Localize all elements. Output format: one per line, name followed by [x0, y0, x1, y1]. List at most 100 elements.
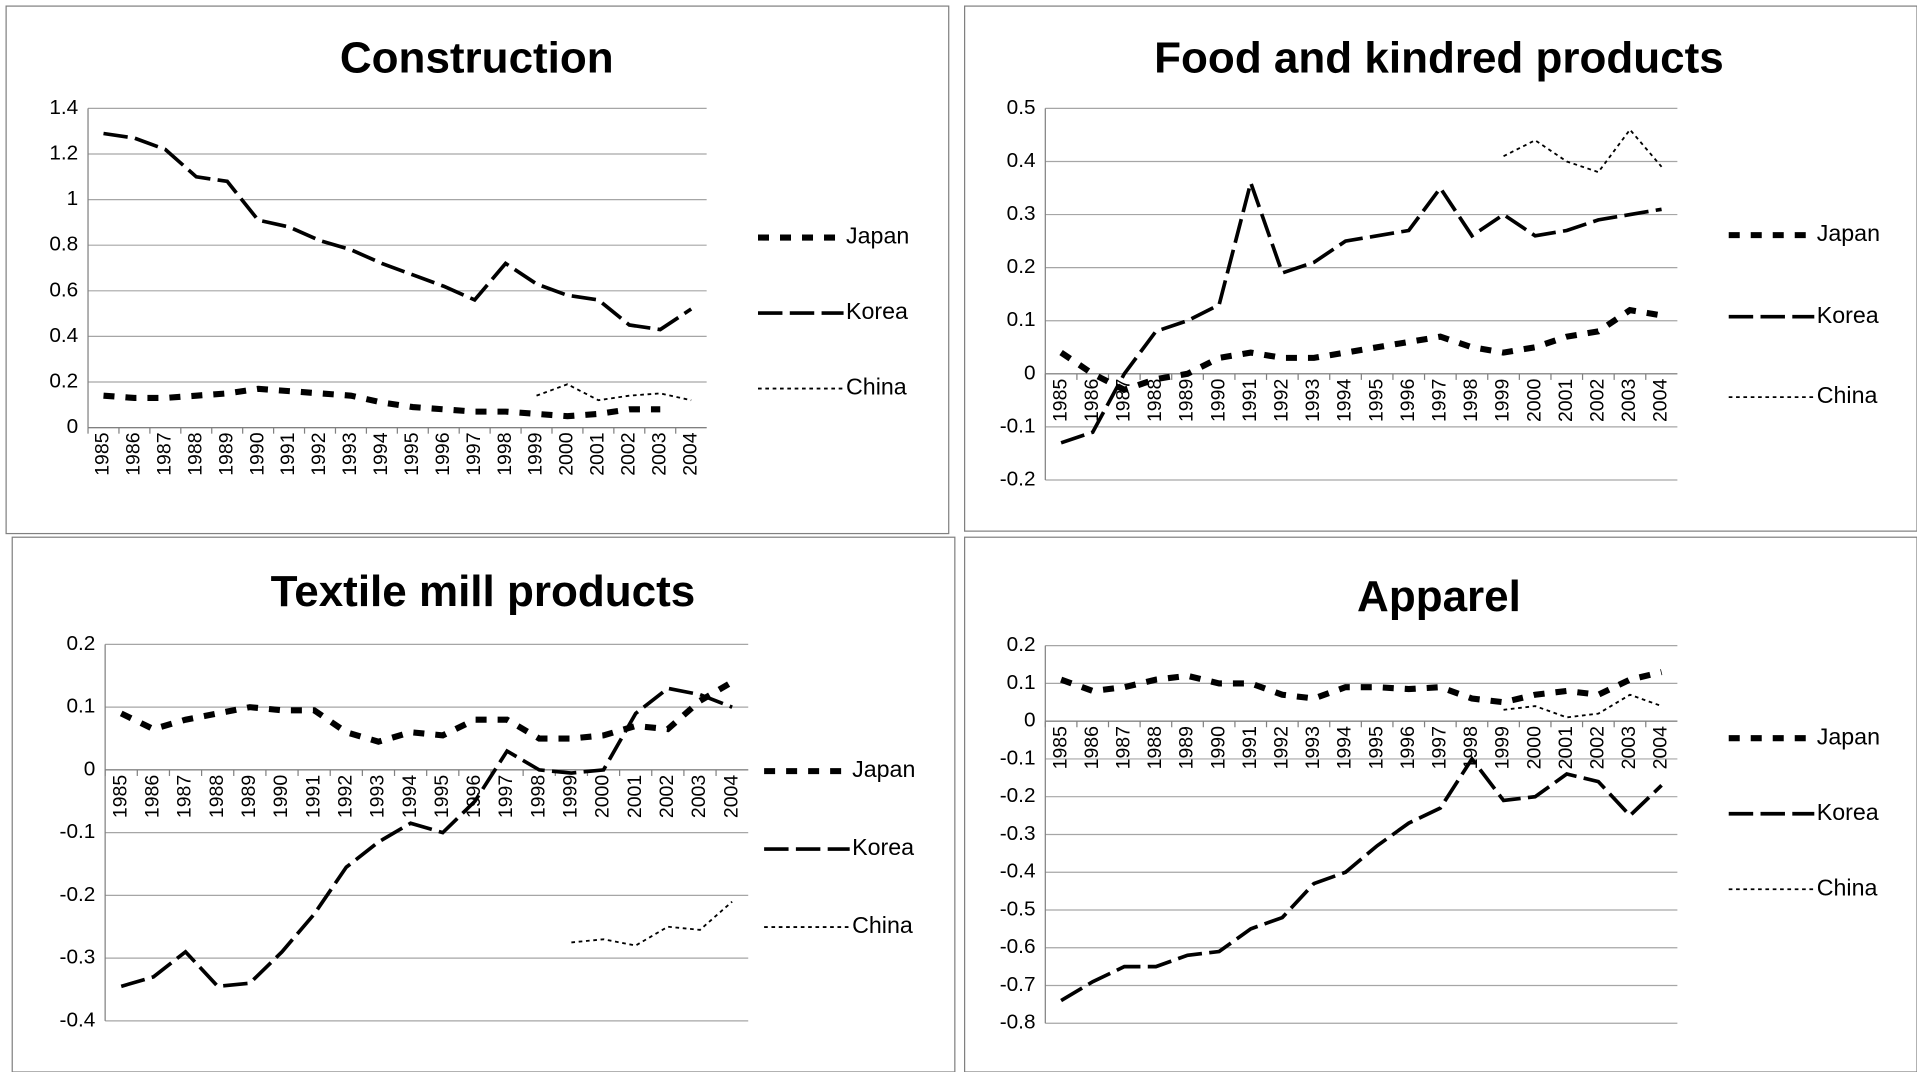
x-tick-label: 2000: [1523, 379, 1545, 422]
x-tick-label: 1997: [495, 775, 517, 818]
x-tick-label: 1992: [1270, 379, 1292, 422]
y-tick-label: 0.1: [1007, 308, 1036, 331]
x-tick-label: 2003: [1618, 379, 1640, 422]
x-tick-label: 2002: [1587, 726, 1609, 769]
x-tick-label: 1992: [308, 432, 330, 475]
x-tick-label: 1995: [1365, 379, 1387, 422]
x-tick-label: 1989: [215, 432, 237, 475]
x-tick-label: 1998: [527, 775, 549, 818]
y-tick-label: 0.2: [66, 632, 95, 655]
x-tick-label: 1990: [270, 775, 292, 818]
y-tick-label: -0.6: [1000, 935, 1036, 958]
x-tick-label: 2003: [688, 775, 710, 818]
x-tick-label: 1992: [1270, 726, 1292, 769]
x-tick-label: 1989: [1176, 726, 1198, 769]
y-tick-label: 0.5: [1007, 96, 1036, 119]
x-tick-label: 1998: [1460, 379, 1482, 422]
x-tick-label: 1987: [174, 775, 196, 818]
x-tick-label: 1988: [206, 775, 228, 818]
y-tick-label: 0.2: [1007, 633, 1036, 656]
x-tick-label: 1997: [463, 432, 485, 475]
x-tick-label: 1995: [431, 775, 453, 818]
x-tick-label: 2002: [1587, 379, 1609, 422]
series-line: [1060, 755, 1663, 1003]
y-tick-label: 0.6: [49, 278, 78, 301]
x-tick-label: 1994: [399, 775, 421, 818]
x-tick-label: 1992: [334, 775, 356, 818]
x-tick-label: 1997: [1428, 726, 1450, 769]
x-tick-label: 1985: [92, 432, 114, 475]
chart-title: Apparel: [1357, 572, 1521, 621]
series-line: [536, 383, 692, 402]
series-line: [1503, 693, 1662, 719]
series-line: [1060, 176, 1662, 445]
y-tick-label: 0.1: [66, 695, 95, 718]
x-tick-label: 2002: [656, 775, 678, 818]
legend-label: China: [1817, 382, 1878, 408]
x-tick-label: 1993: [1302, 726, 1324, 769]
x-tick-label: 2001: [1555, 726, 1577, 769]
x-tick-label: 1991: [277, 432, 299, 475]
x-tick-label: 2001: [587, 432, 609, 475]
panel-border: [11, 536, 956, 1072]
x-tick-label: 2003: [648, 432, 670, 475]
y-tick-label: 0.4: [1007, 149, 1036, 172]
x-tick-label: 1999: [560, 775, 582, 818]
y-tick-label: 0.2: [1007, 255, 1036, 278]
x-tick-label: 1998: [1460, 726, 1482, 769]
y-tick-label: 0.1: [1007, 671, 1036, 694]
x-tick-label: 1988: [1144, 726, 1166, 769]
chart-title: Food and kindred products: [1154, 34, 1724, 83]
series-line: [1060, 669, 1663, 706]
x-tick-label: 1986: [142, 775, 164, 818]
y-tick-label: -0.7: [1000, 973, 1036, 996]
x-tick-label: 1985: [109, 775, 131, 818]
x-tick-label: 1987: [153, 432, 175, 475]
x-tick-label: 2004: [1650, 726, 1672, 769]
legend-label: Japan: [846, 223, 909, 249]
legend-label: China: [846, 374, 907, 400]
y-tick-label: 0: [67, 415, 79, 438]
x-tick-label: 1985: [1049, 379, 1071, 422]
series-line: [120, 686, 733, 989]
x-tick-label: 1996: [432, 432, 454, 475]
y-tick-label: 0: [1024, 709, 1036, 732]
series-line: [103, 385, 661, 420]
x-tick-label: 1993: [339, 432, 361, 475]
x-tick-label: 2002: [617, 432, 639, 475]
y-tick-label: 0: [1024, 361, 1036, 384]
y-tick-label: -0.4: [60, 1008, 96, 1031]
y-tick-label: -0.2: [60, 883, 96, 906]
x-tick-label: 1989: [238, 775, 260, 818]
x-tick-label: 2004: [679, 432, 701, 475]
x-tick-label: 2004: [720, 775, 742, 818]
y-tick-label: -0.3: [60, 946, 96, 969]
x-tick-label: 1993: [367, 775, 389, 818]
x-tick-label: 2003: [1618, 726, 1640, 769]
x-tick-label: 1996: [1397, 379, 1419, 422]
panel-border: [964, 5, 1917, 532]
y-tick-label: -0.8: [1000, 1011, 1036, 1034]
x-tick-label: 1994: [370, 432, 392, 475]
x-tick-label: 1995: [1365, 726, 1387, 769]
x-tick-label: 2004: [1650, 379, 1672, 422]
y-tick-label: 0.4: [49, 324, 78, 347]
x-tick-label: 1988: [1144, 379, 1166, 422]
x-tick-label: 1986: [1081, 379, 1103, 422]
x-tick-label: 2000: [1523, 726, 1545, 769]
series-line: [119, 679, 734, 745]
y-tick-label: -0.3: [1000, 822, 1036, 845]
x-tick-label: 1990: [1207, 379, 1229, 422]
legend-label: Japan: [1817, 220, 1880, 246]
x-tick-label: 1987: [1112, 379, 1134, 422]
x-tick-label: 1994: [1334, 379, 1356, 422]
y-tick-label: -0.2: [1000, 467, 1036, 490]
legend-label: Korea: [1817, 799, 1879, 825]
y-tick-label: 0.8: [49, 233, 78, 256]
x-tick-label: 1986: [123, 432, 145, 475]
x-tick-label: 1996: [1397, 726, 1419, 769]
x-tick-label: 1991: [302, 775, 324, 818]
y-tick-label: 0.2: [49, 369, 78, 392]
legend-label: Korea: [852, 834, 914, 860]
series-line: [1503, 128, 1663, 174]
